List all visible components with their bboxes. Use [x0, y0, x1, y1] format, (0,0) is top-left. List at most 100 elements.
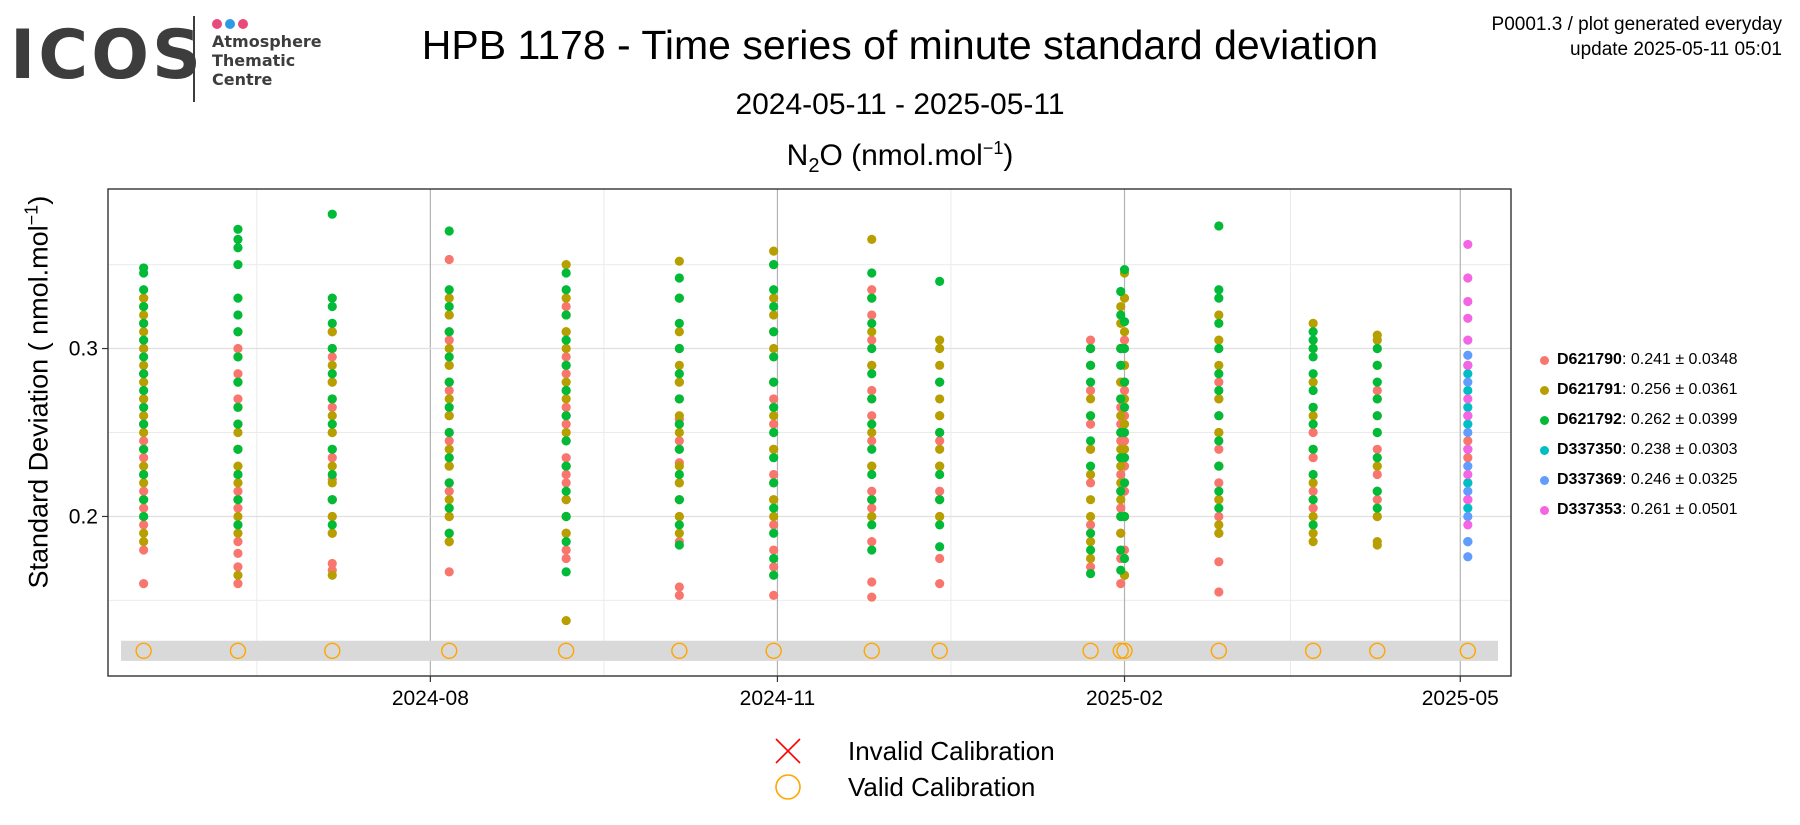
data-point-D621792 — [1085, 461, 1096, 471]
data-point-D621791 — [1214, 528, 1224, 538]
data-point-D621791 — [674, 461, 684, 471]
data-point-D621790 — [1463, 453, 1473, 463]
data-point-D621790 — [1308, 486, 1318, 496]
data-point-D621790 — [1372, 385, 1382, 396]
data-point-D621791 — [674, 427, 684, 438]
data-point-D621792 — [1085, 411, 1096, 421]
data-point-D621792 — [867, 343, 877, 354]
data-point-D621792 — [1119, 265, 1130, 275]
data-point-D621791 — [1214, 360, 1224, 370]
data-point-D621792 — [1085, 360, 1096, 370]
x-tick-label: 2024-08 — [392, 687, 469, 710]
data-point-D621792 — [444, 453, 454, 463]
data-point-D621792 — [674, 394, 684, 404]
data-point-D621790 — [867, 577, 877, 587]
data-point-D621791 — [1308, 511, 1318, 522]
data-point-D621792 — [1372, 360, 1382, 370]
data-point-D621790 — [139, 579, 149, 589]
data-point-D621791 — [674, 528, 684, 538]
data-point-D621791 — [561, 615, 571, 626]
data-point-D621790 — [444, 385, 454, 396]
data-point-D621790 — [867, 592, 877, 602]
species-label-mid: O (nmol.mol — [819, 139, 983, 172]
data-point-D621790 — [561, 453, 571, 463]
data-point-D621791 — [327, 327, 337, 337]
plot-info-line-1: P0001.3 / plot generated everyday — [1491, 14, 1782, 35]
calibration-marker — [1304, 642, 1322, 660]
data-point-D621792 — [769, 453, 779, 463]
data-point-D621791 — [561, 427, 571, 438]
data-point-D621791 — [561, 528, 571, 538]
data-point-D621791 — [769, 293, 779, 303]
data-point-D621791 — [867, 427, 877, 438]
data-point-D621792 — [327, 520, 337, 530]
data-point-D621792 — [327, 293, 337, 303]
data-point-D621792 — [561, 360, 571, 370]
data-point-D621792 — [1308, 444, 1318, 454]
data-point-D621792 — [139, 301, 149, 312]
data-point-D621790 — [233, 548, 243, 559]
data-point-D621790 — [561, 369, 571, 379]
legend-series-id: D337350 — [1557, 441, 1622, 458]
valid-calibration-label: Valid Calibration — [848, 771, 1036, 802]
data-point-D621790 — [444, 436, 454, 446]
data-point-D621790 — [1214, 377, 1224, 387]
data-point-D621790 — [867, 503, 877, 513]
data-point-D621792 — [1372, 453, 1382, 463]
data-point-D621792 — [769, 503, 779, 513]
data-point-D621791 — [561, 495, 571, 505]
data-point-D621792 — [139, 318, 149, 328]
data-point-D621791 — [444, 343, 454, 354]
data-point-D621792 — [327, 469, 337, 480]
data-point-D621792 — [1214, 385, 1224, 396]
data-point-D621792 — [561, 335, 571, 345]
data-point-D621792 — [769, 553, 779, 564]
data-point-D621792 — [1085, 545, 1096, 555]
data-point-D621791 — [769, 444, 779, 454]
data-point-D621790 — [139, 503, 149, 513]
data-point-D621790 — [561, 545, 571, 555]
data-point-D621792 — [1308, 495, 1318, 505]
data-point-D621791 — [233, 511, 243, 522]
data-point-D621792 — [561, 486, 571, 496]
data-point-D621791 — [139, 461, 149, 471]
data-point-D621792 — [561, 310, 571, 320]
data-point-D621791 — [139, 377, 149, 387]
data-point-D621791 — [935, 360, 945, 370]
data-point-D621790 — [327, 402, 337, 412]
data-point-D621791 — [1308, 411, 1318, 421]
data-point-D621792 — [1119, 427, 1130, 438]
data-point-D621792 — [769, 570, 779, 580]
data-point-D621792 — [233, 234, 243, 244]
data-point-D621792 — [1116, 286, 1126, 297]
data-point-D621792 — [327, 444, 337, 454]
y-axis-label-pre: Standard Deviation ( nmol.mol — [23, 225, 54, 589]
data-point-D621792 — [769, 352, 779, 362]
data-point-D621792 — [327, 419, 337, 429]
data-point-D337350 — [1463, 503, 1473, 513]
data-point-D621791 — [674, 327, 684, 337]
data-point-D621792 — [1372, 411, 1382, 421]
data-point-D621792 — [867, 419, 877, 429]
data-point-D621791 — [674, 411, 684, 421]
data-point-D621792 — [1308, 385, 1318, 396]
data-point-D621790 — [233, 343, 243, 354]
legend-swatch — [1540, 445, 1549, 455]
data-point-D621791 — [1116, 495, 1126, 505]
data-point-D621791 — [139, 537, 149, 547]
data-point-D621792 — [233, 520, 243, 530]
data-point-D621791 — [1214, 310, 1224, 320]
data-point-D621791 — [444, 293, 454, 303]
data-point-D621791 — [444, 310, 454, 320]
chart-title: HPB 1178 - Time series of minute standar… — [421, 22, 1379, 68]
data-point-D621791 — [1119, 419, 1130, 429]
data-point-D621790 — [1085, 335, 1096, 345]
data-point-D621790 — [139, 436, 149, 446]
data-point-D337369 — [1463, 537, 1473, 547]
data-point-D621792 — [444, 327, 454, 337]
data-point-D621792 — [867, 444, 877, 454]
data-point-D621792 — [1214, 461, 1224, 471]
data-point-D621792 — [1085, 377, 1096, 387]
data-point-D621791 — [1085, 553, 1096, 564]
data-point-D621791 — [935, 394, 945, 404]
